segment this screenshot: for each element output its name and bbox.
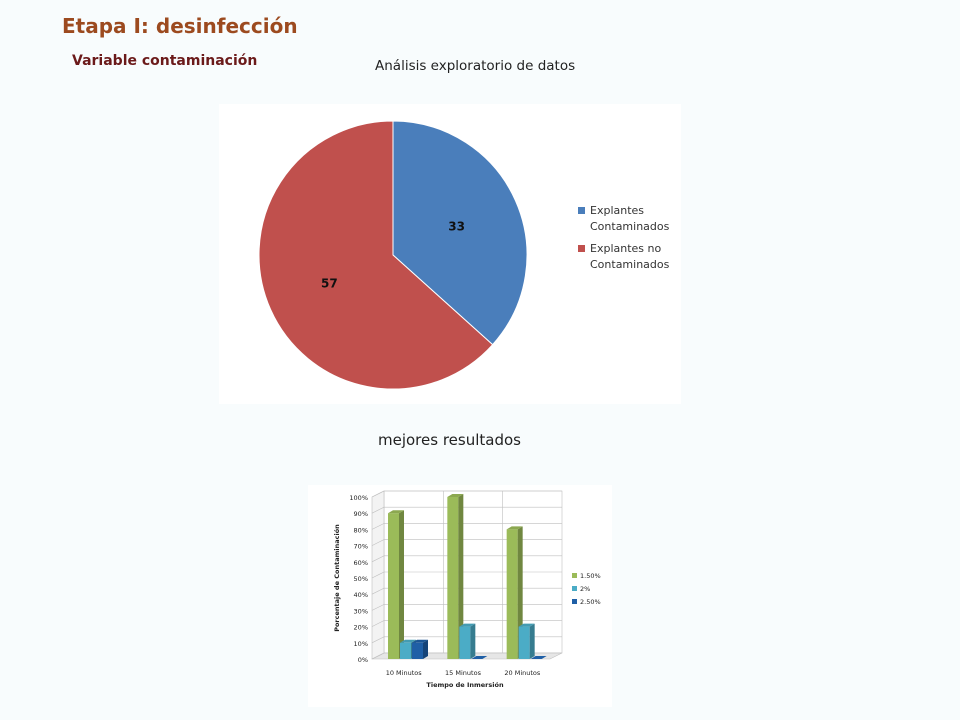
pie-slice	[258, 120, 494, 390]
bar-y-tick-label: 30%	[354, 607, 368, 615]
bar-y-tick-label: 20%	[354, 624, 368, 632]
bar-legend-label: 2%	[580, 585, 590, 593]
bar-side	[470, 623, 476, 659]
slide-title: Etapa I: desinfección	[62, 14, 298, 38]
bar-top	[447, 494, 464, 497]
pie-legend-label: Explantes	[590, 204, 644, 217]
bar-zero-cap	[471, 656, 488, 659]
bar-front	[412, 642, 423, 659]
bar-chart: 0% 10% 20% 30% 40% 50% 60% 70% 80% 90% 100% 10 Minu…	[333, 490, 601, 689]
slide-subtitle: Variable contaminación	[72, 53, 258, 69]
bar-top	[518, 623, 535, 627]
bar-top	[388, 510, 404, 514]
bar-front	[459, 626, 471, 659]
bar-front	[506, 529, 518, 659]
bar-zero-cap	[530, 656, 547, 659]
bar-top	[400, 639, 416, 643]
bar-x-tick-label: 10 Minutos	[386, 669, 423, 677]
bar-side	[399, 510, 404, 659]
bar-legend-swatch	[572, 573, 577, 578]
bar-y-tick-label: 40%	[354, 591, 368, 599]
bar-x-tick-label: 15 Minutos	[445, 669, 482, 677]
bar-y-axis-title: Porcentaje de Contaminación	[333, 524, 341, 632]
bar-y-tick-label: 100%	[349, 494, 368, 502]
bar-legend-label: 2.50%	[580, 598, 601, 606]
bar-top	[412, 639, 428, 643]
bar-legend-label: 1.50%	[580, 572, 601, 580]
caption-exploratory-analysis: Análisis exploratorio de datos	[375, 58, 576, 74]
bar-legend-swatch	[572, 599, 577, 604]
pie-legend-label: Contaminados	[590, 258, 670, 271]
bar-front	[447, 497, 459, 659]
pie-chart: 33 57 Explantes Contaminados Explantes no Con…	[258, 120, 670, 390]
bar-front	[388, 513, 399, 659]
bar-top	[459, 623, 476, 627]
bar-side	[423, 639, 428, 659]
caption-best-results: mejores resultados	[378, 431, 521, 449]
bar-x-tick-label: 20 Minutos	[504, 669, 541, 677]
bar-top	[506, 526, 523, 530]
bar-front	[400, 642, 411, 659]
pie-slice	[392, 120, 528, 346]
bar-y-tick-label: 60%	[354, 559, 368, 567]
bar-x-axis-title: Tiempo de Inmersión	[426, 681, 504, 689]
bar-chart-panel: 0% 10% 20% 30% 40% 50% 60% 70% 80% 90% 100% 10 Minu…	[308, 485, 612, 707]
pie-legend-label: Explantes no	[590, 242, 661, 255]
bar-legend-swatch	[572, 586, 577, 591]
bar-y-tick-label: 50%	[354, 575, 368, 583]
pie-data-label: 57	[321, 276, 338, 290]
bar-y-tick-label: 90%	[354, 510, 368, 518]
bar-y-tick-label: 10%	[354, 640, 368, 648]
pie-legend-swatch	[578, 207, 585, 214]
pie-data-label: 33	[448, 220, 465, 234]
pie-chart-panel: 33 57 Explantes Contaminados Explantes no Con…	[219, 104, 681, 404]
pie-legend-label: Contaminados	[590, 220, 670, 233]
bar-side	[458, 494, 464, 659]
bar-y-tick-label: 80%	[354, 526, 368, 534]
bar-y-tick-label: 0%	[358, 656, 368, 664]
pie-legend-swatch	[578, 245, 585, 252]
bar-y-tick-label: 70%	[354, 543, 368, 551]
bar-side	[529, 623, 535, 659]
bar-front	[518, 626, 530, 659]
